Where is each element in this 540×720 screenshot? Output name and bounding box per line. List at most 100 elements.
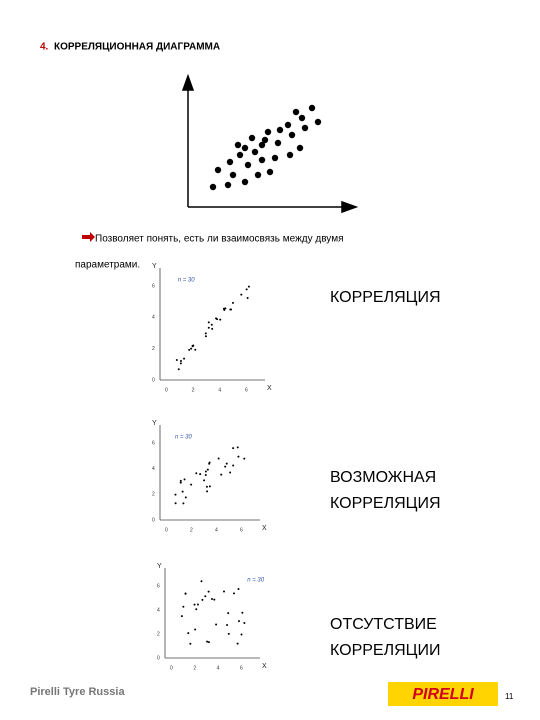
dot <box>241 144 249 152</box>
dot <box>229 308 232 311</box>
dot <box>248 134 256 142</box>
dot <box>174 502 177 505</box>
dot <box>224 465 227 468</box>
panel-label: КОРРЕЛЯЦИЯ <box>330 289 441 306</box>
dot <box>261 136 269 144</box>
dot <box>204 474 207 477</box>
dot <box>247 285 250 288</box>
panel-label: КОРРЕЛЯЦИЯ <box>330 495 441 512</box>
y-tick-label: 2 <box>152 346 155 352</box>
x-tick-label: 4 <box>215 527 218 533</box>
panel-label: ВОЗМОЖНАЯ <box>330 469 436 486</box>
dot <box>236 446 239 449</box>
dot <box>207 326 210 329</box>
axis-label: X <box>262 525 267 532</box>
dot <box>187 632 190 635</box>
y-tick-label: 6 <box>152 283 155 289</box>
dot <box>237 620 240 623</box>
axis-label: X <box>267 385 272 392</box>
dot <box>254 171 262 179</box>
dot <box>240 633 243 636</box>
dot <box>232 447 235 450</box>
x-tick-label: 2 <box>192 387 195 393</box>
dot <box>237 455 240 458</box>
dot <box>199 473 202 476</box>
logo-box <box>388 682 498 706</box>
dot <box>188 348 191 351</box>
dot <box>224 181 232 189</box>
y-tick-label: 6 <box>152 440 155 446</box>
dot <box>219 318 222 321</box>
dot <box>274 139 282 147</box>
y-tick-label: 0 <box>152 517 155 523</box>
dot <box>179 479 182 482</box>
dot <box>222 590 225 593</box>
n-label: n = 30 <box>175 435 193 441</box>
bullet-icon <box>82 232 95 242</box>
dot <box>213 598 216 601</box>
dot <box>193 603 196 606</box>
x-tick-label: 6 <box>245 387 248 393</box>
dot <box>241 178 249 186</box>
y-tick-label: 0 <box>157 655 160 661</box>
page-number: 11 <box>505 692 514 701</box>
axis-label: Y <box>152 263 157 270</box>
company: Pirelli Tyre Russia <box>30 686 125 698</box>
x-tick-label: 6 <box>240 665 243 671</box>
dot <box>204 595 207 598</box>
dot <box>208 485 211 488</box>
dot <box>207 590 210 593</box>
dot <box>204 335 207 338</box>
dot <box>203 479 206 482</box>
y-tick-label: 0 <box>152 377 155 383</box>
dot <box>237 588 240 591</box>
dot <box>232 592 235 595</box>
dot <box>286 151 294 159</box>
dot <box>222 307 225 310</box>
dot <box>243 457 246 460</box>
dot <box>183 357 186 360</box>
dot <box>296 144 304 152</box>
dot <box>210 323 213 326</box>
dot <box>284 121 292 129</box>
axis-label: X <box>262 663 267 670</box>
dot <box>180 615 183 618</box>
n-label: n = 30 <box>247 578 265 584</box>
dot <box>189 642 192 645</box>
dot <box>184 496 187 499</box>
panels: Y Xn = 30 0 2 4 6 0 2 4 6 КОРРЕЛЯЦИЯ Y Xn = 30 0 2 4 6 0 2… <box>152 263 441 671</box>
dot <box>204 332 207 335</box>
dot <box>244 161 252 169</box>
dot <box>288 131 296 139</box>
dot <box>177 368 180 371</box>
dot <box>227 632 230 635</box>
mini-chart: Y Xn = 30 0 2 4 6 0 2 4 6 <box>152 263 272 393</box>
y-tick-label: 4 <box>152 466 155 472</box>
x-tick-label: 0 <box>165 387 168 393</box>
dot <box>191 345 194 348</box>
dot <box>182 502 185 505</box>
dot <box>190 483 193 486</box>
dot <box>314 118 322 126</box>
panel-label: КОРРЕЛЯЦИИ <box>330 642 441 659</box>
dot <box>195 608 198 611</box>
dot <box>229 171 237 179</box>
dot <box>210 597 213 600</box>
x-tick-label: 4 <box>217 665 220 671</box>
dot <box>217 457 220 460</box>
main-diagram <box>181 73 359 214</box>
y-tick-label: 2 <box>152 492 155 498</box>
dot <box>196 603 199 606</box>
dot <box>258 156 266 164</box>
dot <box>200 580 203 583</box>
intro-text: Позволяет понять, есть ли взаимосвязь ме… <box>95 234 343 245</box>
intro-text: параметрами. <box>75 260 140 271</box>
dot <box>179 360 182 363</box>
dot <box>240 293 243 296</box>
dot <box>271 154 279 162</box>
dot <box>194 348 197 351</box>
y-tick-label: 2 <box>157 631 160 637</box>
dot <box>182 605 185 608</box>
panel-label: ОТСУТСТВИЕ <box>330 616 437 633</box>
